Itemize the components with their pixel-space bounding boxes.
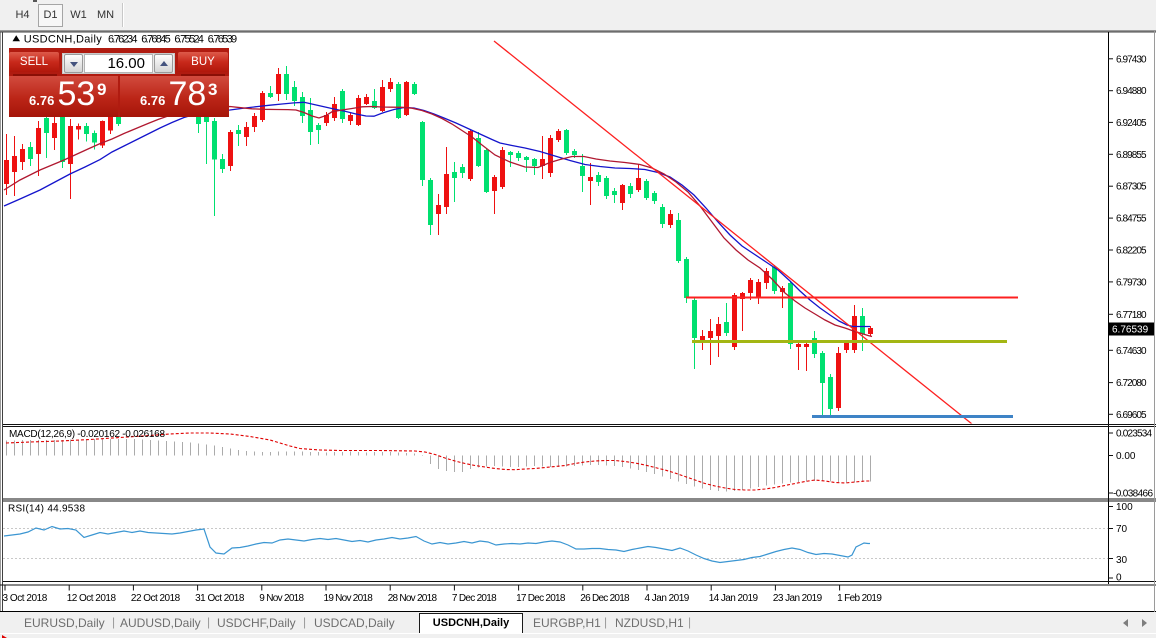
svg-text:RSI(14) 44.9538: RSI(14) 44.9538 [8, 504, 85, 515]
svg-text:100: 100 [1116, 502, 1133, 513]
svg-text:4 Jan 2019: 4 Jan 2019 [645, 593, 690, 604]
svg-text:6.69605: 6.69605 [1116, 410, 1147, 421]
svg-text:12 Oct 2018: 12 Oct 2018 [67, 593, 117, 604]
svg-text:6.72080: 6.72080 [1116, 378, 1147, 389]
svg-text:6.76539: 6.76539 [208, 34, 238, 46]
svg-text:7 Dec 2018: 7 Dec 2018 [452, 593, 497, 604]
svg-text:6.76234: 6.76234 [108, 34, 138, 46]
svg-text:MACD(12,26,9) -0.020162 -0.026: MACD(12,26,9) -0.020162 -0.026168 [9, 429, 165, 440]
svg-text:70: 70 [1116, 524, 1128, 535]
svg-text:28 Nov 2018: 28 Nov 2018 [388, 593, 438, 604]
svg-text:23 Jan 2019: 23 Jan 2019 [773, 593, 823, 604]
svg-text:6.77180: 6.77180 [1116, 310, 1147, 321]
svg-text:6.76539: 6.76539 [1112, 325, 1149, 336]
svg-text:6.75524: 6.75524 [174, 34, 204, 46]
svg-text:31 Oct 2018: 31 Oct 2018 [195, 593, 245, 604]
svg-text:6.82205: 6.82205 [1116, 246, 1147, 257]
svg-text:30: 30 [1116, 555, 1128, 566]
svg-text:USDCNH,Daily: USDCNH,Daily [24, 34, 103, 46]
svg-text:17 Dec 2018: 17 Dec 2018 [516, 593, 566, 604]
svg-text:6.74630: 6.74630 [1116, 346, 1147, 357]
svg-text:19 Nov 2018: 19 Nov 2018 [324, 593, 374, 604]
svg-text:6.84755: 6.84755 [1116, 214, 1147, 225]
svg-text:14 Jan 2019: 14 Jan 2019 [709, 593, 759, 604]
svg-text:6.87305: 6.87305 [1116, 182, 1147, 193]
svg-text:6.97430: 6.97430 [1116, 54, 1147, 65]
svg-text:3 Oct 2018: 3 Oct 2018 [3, 593, 48, 604]
svg-text:-0.038466: -0.038466 [1113, 489, 1153, 500]
svg-text:1 Feb 2019: 1 Feb 2019 [837, 593, 882, 604]
svg-text:26 Dec 2018: 26 Dec 2018 [580, 593, 630, 604]
svg-text:0: 0 [1116, 573, 1122, 584]
svg-text:6.76845: 6.76845 [141, 34, 171, 46]
svg-text:22 Oct 2018: 22 Oct 2018 [131, 593, 181, 604]
svg-text:0.023534: 0.023534 [1116, 429, 1152, 440]
svg-text:6.94880: 6.94880 [1116, 86, 1147, 97]
svg-text:6.79730: 6.79730 [1116, 277, 1147, 288]
svg-text:6.92405: 6.92405 [1116, 118, 1147, 129]
svg-text:6.89855: 6.89855 [1116, 150, 1147, 161]
svg-text:0.00: 0.00 [1116, 451, 1136, 462]
svg-text:9 Nov 2018: 9 Nov 2018 [259, 593, 304, 604]
